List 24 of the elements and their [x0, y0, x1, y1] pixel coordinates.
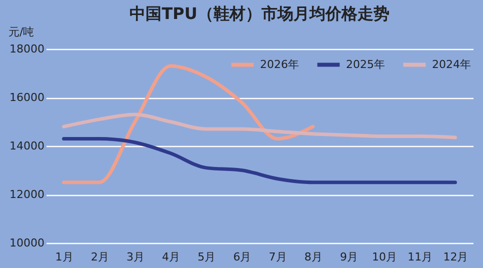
legend-label: 2024年	[432, 58, 471, 71]
x-tick-label: 9月	[340, 250, 358, 264]
x-tick-label: 4月	[162, 250, 180, 264]
legend-label: 2025年	[346, 58, 385, 71]
x-tick-label: 7月	[268, 250, 287, 264]
y-tick-label: 18000	[10, 42, 44, 56]
line-series	[62, 136, 457, 184]
x-tick-label: 3月	[126, 250, 144, 264]
x-tick-label: 6月	[233, 250, 252, 264]
y-tick-label: 10000	[10, 236, 44, 250]
chart-title: 中国TPU（鞋材）市场月均价格走势	[130, 4, 390, 23]
x-tick-label: 11月	[408, 250, 433, 264]
x-tick-label: 10月	[372, 250, 398, 264]
x-tick-label: 1月	[55, 250, 74, 264]
line-series	[62, 112, 457, 140]
legend-label: 2026年	[260, 58, 299, 71]
y-tick-label: 12000	[10, 188, 44, 201]
x-tick-label: 2月	[90, 250, 109, 264]
y-tick-label: 16000	[10, 91, 44, 104]
x-tick-label: 12月	[443, 250, 468, 264]
x-tick-label: 5月	[198, 250, 216, 264]
y-tick-label: 14000	[10, 140, 44, 152]
y-axis-title: 元/吨	[8, 26, 34, 38]
x-tick-label: 8月	[304, 250, 322, 264]
